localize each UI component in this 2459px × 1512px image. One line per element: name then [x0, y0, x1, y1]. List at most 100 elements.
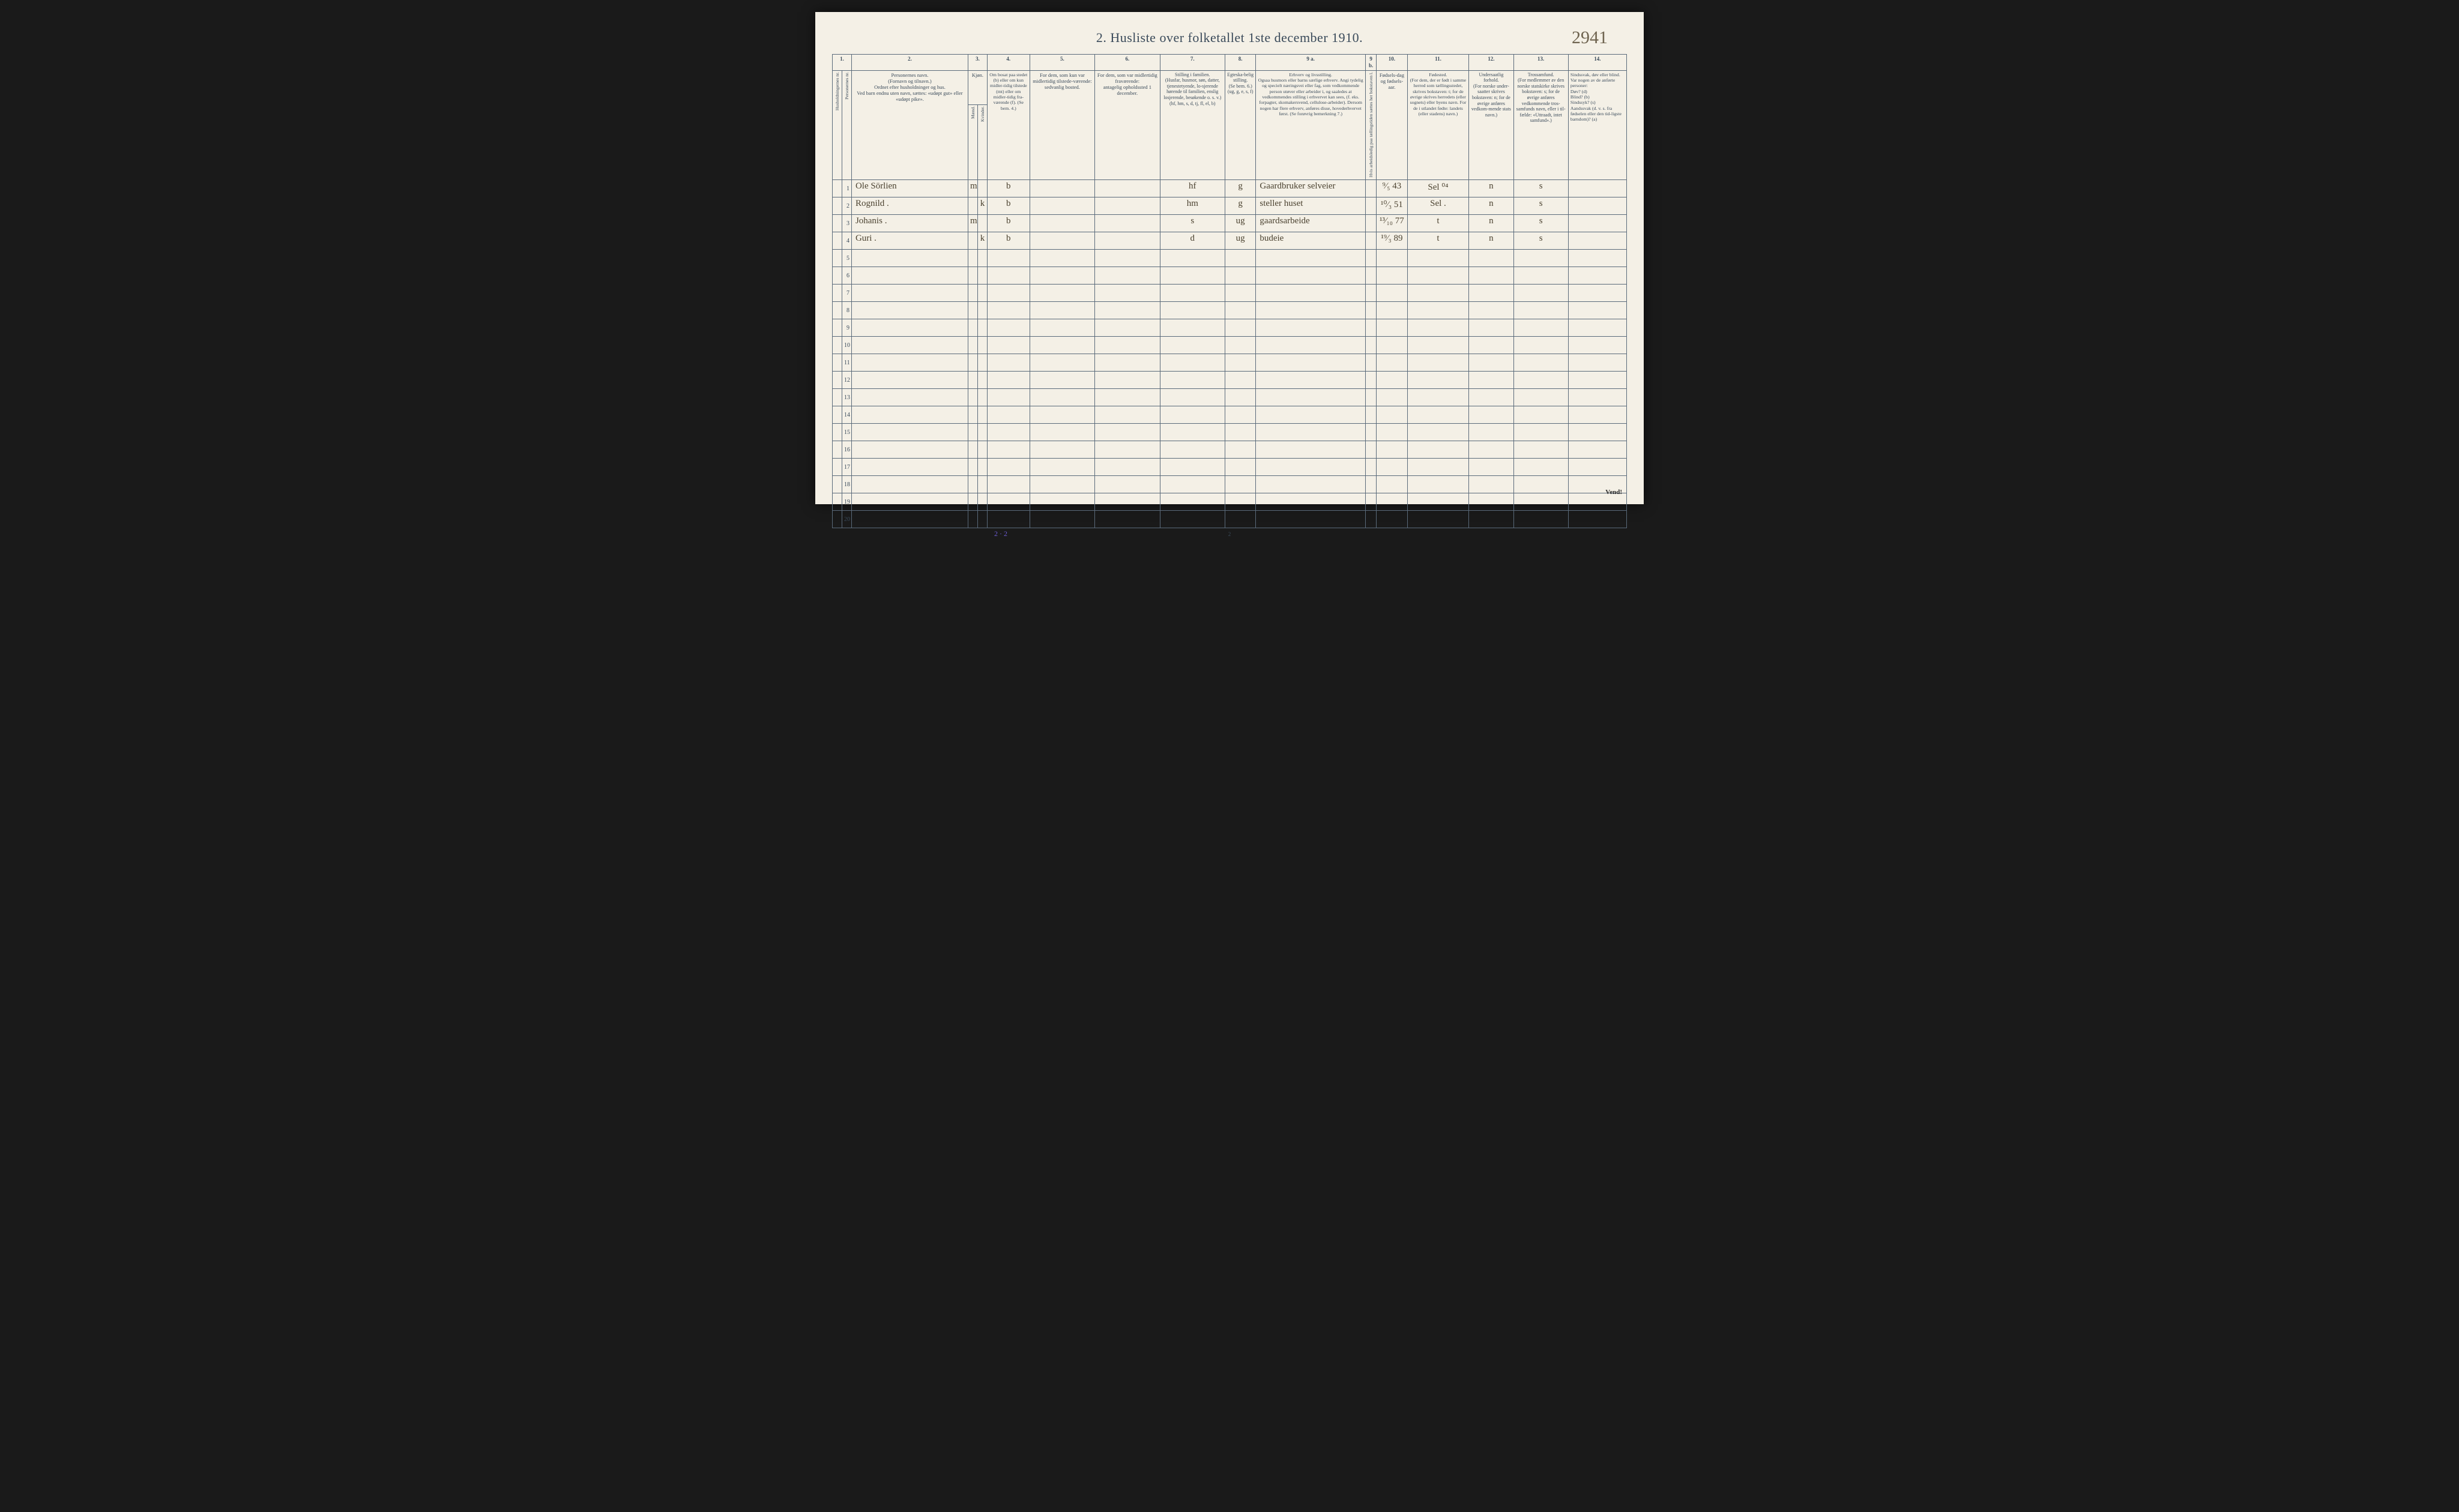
table-row: 14 [833, 406, 1627, 424]
cell-blank [1225, 406, 1256, 424]
cell-blank [1030, 372, 1094, 389]
cell-blank [1365, 441, 1376, 459]
cell-blank [1469, 459, 1513, 476]
page-title: 2. Husliste over folketallet 1ste decemb… [832, 30, 1627, 46]
cell-kjon-k [977, 180, 987, 197]
cell-blank [1095, 285, 1160, 302]
cell-blank [987, 441, 1030, 459]
cell-pers-nr: 5 [842, 250, 851, 267]
cell-blank [851, 372, 968, 389]
hdr-navn: Personernes navn. (Fornavn og tilnavn.) … [851, 70, 968, 180]
cell-blank [968, 389, 977, 406]
hdr-arbledig: Hvis arbeidsledig paa tællingstiden sætt… [1365, 70, 1376, 180]
cell-arbledig [1365, 232, 1376, 250]
cell-blank [1365, 476, 1376, 493]
cell-blank [1030, 302, 1094, 319]
cell-arbledig [1365, 180, 1376, 197]
cell-blank [987, 354, 1030, 372]
cell-blank [1225, 459, 1256, 476]
cell-blank [1225, 285, 1256, 302]
colnum-7: 7. [1160, 55, 1225, 71]
hdr-kjon-m: Mænd. [968, 104, 977, 179]
cell-blank [1365, 354, 1376, 372]
cell-blank [1256, 424, 1366, 441]
cell-blank [1407, 511, 1469, 528]
cell-pers-nr: 19 [842, 493, 851, 511]
cell-kjon-k [977, 215, 987, 232]
cell-erhverv: budeie [1256, 232, 1366, 250]
cell-kjon-k: k [977, 232, 987, 250]
table-row: 18 [833, 476, 1627, 493]
cell-blank [1568, 285, 1626, 302]
cell-blank [1160, 459, 1225, 476]
cell-tros: s [1513, 215, 1568, 232]
cell-hush-nr [833, 197, 842, 215]
cell-blank [1256, 459, 1366, 476]
cell-hush-nr [833, 511, 842, 528]
table-row: 1Ole SörlienmbhfgGaardbruker selveier⁹⁄₅… [833, 180, 1627, 197]
cell-blank [1030, 424, 1094, 441]
table-row: 9 [833, 319, 1627, 337]
hdr-hush-nr: Husholdningernes nr. [833, 70, 842, 180]
cell-pers-nr: 4 [842, 232, 851, 250]
cell-blank [1407, 406, 1469, 424]
cell-tilstede [1030, 232, 1094, 250]
cell-stilling-fam: s [1160, 215, 1225, 232]
cell-tilstede [1030, 197, 1094, 215]
cell-blank [1469, 511, 1513, 528]
hdr-sind: Sindssvak, døv eller blind. Var nogen av… [1568, 70, 1626, 180]
cell-blank [1095, 493, 1160, 511]
cell-blank [1469, 389, 1513, 406]
colnum-6: 6. [1095, 55, 1160, 71]
colnum-14: 14. [1568, 55, 1626, 71]
colnum-5: 5. [1030, 55, 1094, 71]
hdr-fodested: Fødested. (For dem, der er født i samme … [1407, 70, 1469, 180]
cell-blank [851, 389, 968, 406]
cell-hush-nr [833, 372, 842, 389]
cell-blank [1160, 285, 1225, 302]
cell-blank [1095, 302, 1160, 319]
cell-hush-nr [833, 319, 842, 337]
cell-hush-nr [833, 406, 842, 424]
cell-pers-nr: 16 [842, 441, 851, 459]
cell-blank [1365, 493, 1376, 511]
cell-pers-nr: 20 [842, 511, 851, 528]
cell-blank [1377, 406, 1407, 424]
cell-blank [1030, 511, 1094, 528]
cell-blank [1030, 476, 1094, 493]
cell-blank [851, 493, 968, 511]
hdr-kjon: Kjøn. [968, 70, 987, 104]
cell-blank [1256, 511, 1366, 528]
colnum-10: 10. [1377, 55, 1407, 71]
cell-blank [1568, 319, 1626, 337]
colnum-13: 13. [1513, 55, 1568, 71]
cell-blank [1095, 511, 1160, 528]
table-row: 16 [833, 441, 1627, 459]
cell-undersaat: n [1469, 232, 1513, 250]
cell-blank [968, 267, 977, 285]
cell-tilstede [1030, 180, 1094, 197]
cell-tros: s [1513, 180, 1568, 197]
cell-blank [1407, 250, 1469, 267]
cell-blank [977, 441, 987, 459]
cell-blank [851, 476, 968, 493]
cell-blank [1160, 354, 1225, 372]
cell-hush-nr [833, 459, 842, 476]
cell-blank [1377, 389, 1407, 406]
cell-blank [1568, 511, 1626, 528]
colnum-8: 8. [1225, 55, 1256, 71]
cell-blank [1365, 319, 1376, 337]
cell-kjon-k: k [977, 197, 987, 215]
cell-pers-nr: 11 [842, 354, 851, 372]
cell-blank [1568, 389, 1626, 406]
cell-blank [1513, 319, 1568, 337]
cell-undersaat: n [1469, 197, 1513, 215]
colnum-2: 2. [851, 55, 968, 71]
cell-blank [987, 476, 1030, 493]
cell-blank [1568, 337, 1626, 354]
cell-pers-nr: 1 [842, 180, 851, 197]
cell-pers-nr: 6 [842, 267, 851, 285]
cell-blank [1030, 389, 1094, 406]
census-table: 1. 2. 3. 4. 5. 6. 7. 8. 9 a. 9 b. 10. 11… [832, 54, 1627, 528]
cell-blank [1225, 354, 1256, 372]
